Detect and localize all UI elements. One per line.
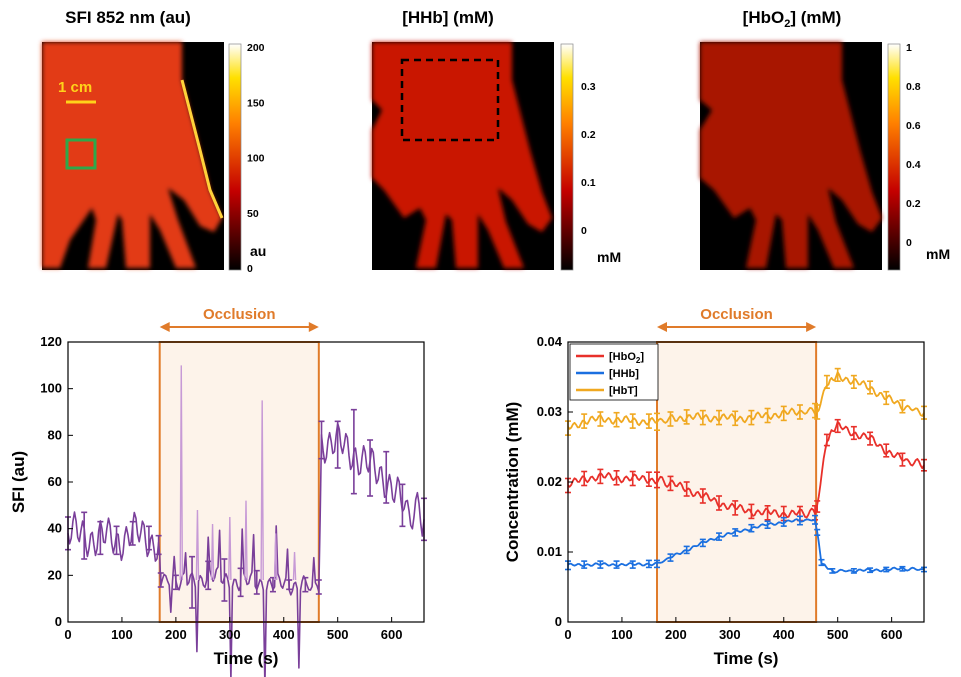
hand-image xyxy=(372,42,552,268)
colorbar-tick-label: 0.1 xyxy=(581,177,596,189)
hhb-colorbar-unit: mM xyxy=(597,249,621,265)
series-line xyxy=(567,371,925,430)
scale-bar-label: 1 cm xyxy=(58,79,92,96)
colorbar-tick-label: 150 xyxy=(247,97,265,109)
colorbar-tick-label: 0 xyxy=(581,225,587,237)
x-tick-label: 0 xyxy=(564,627,571,642)
sfi-map-title: SFI 852 nm (au) xyxy=(65,8,191,27)
colorbar-tick-label: 50 xyxy=(247,208,259,220)
sfi-spike xyxy=(292,551,297,581)
legend-entry: [HbT] xyxy=(609,385,638,397)
colorbar-tick-label: 0 xyxy=(247,263,253,275)
hand-edge-highlight xyxy=(180,79,224,219)
hbo2-colorbar-ticks: 1 0.8 0.6 0.4 0.2 0 xyxy=(906,42,921,249)
sfi-spike xyxy=(195,509,200,581)
colorbar-tick-label: 100 xyxy=(247,153,265,165)
x-tick-label: 300 xyxy=(219,627,241,642)
series-0 xyxy=(65,408,427,677)
sfi-colorbar-ticks: 200 150 100 50 0 xyxy=(247,42,265,275)
hand-image xyxy=(42,42,222,268)
x-tick-label: 600 xyxy=(881,627,903,642)
x-tick-label: 500 xyxy=(827,627,849,642)
hbo2-colorbar-unit: mM xyxy=(926,246,950,262)
colorbar-tick-label: 0.4 xyxy=(906,159,921,171)
sfi-time-chart: Occlusion 0 100 200 300 400 500 600 0 20 40 60 80 100… xyxy=(9,306,427,677)
sfi-spike xyxy=(228,516,232,581)
x-tick-label: 600 xyxy=(381,627,403,642)
hand-image xyxy=(700,42,882,268)
hhb-colorbar-ticks: 0.3 0.2 0.1 0 xyxy=(581,81,596,237)
occlusion-arrow-head-right xyxy=(308,322,319,332)
occlusion-label: Occlusion xyxy=(203,306,276,323)
occlusion-arrow-head-right xyxy=(806,322,817,332)
y-tick-label: 120 xyxy=(40,334,62,349)
colorbar-tick-label: 0.2 xyxy=(906,198,921,210)
roi-dashed-box xyxy=(400,58,500,142)
legend-entry: [HbO2] xyxy=(609,351,644,365)
occlusion-label: Occlusion xyxy=(700,306,773,323)
y-tick-label: 100 xyxy=(40,381,62,396)
colorbar-tick-label: 0.2 xyxy=(581,129,596,141)
sfi-spike xyxy=(210,523,215,581)
hbo2-colorbar xyxy=(887,43,901,271)
x-tick-label: 400 xyxy=(773,627,795,642)
series-line xyxy=(567,420,925,519)
sfi-map-panel: SFI 852 nm (au) 1 cm 200 150 100 50 0 au xyxy=(42,8,266,275)
hbo2-map-panel: [HbO2] (mM) 1 0.8 0.6 0.4 0.2 0 mM xyxy=(700,8,950,271)
y-tick-label: 0.04 xyxy=(537,334,563,349)
x-tick-label: 400 xyxy=(273,627,295,642)
hhb-map-panel: [HHb] (mM) 0.3 0.2 0.1 0 mM xyxy=(372,8,621,271)
series-line xyxy=(567,518,925,574)
y-tick-label: 0.01 xyxy=(537,544,562,559)
y-axis-label: SFI (au) xyxy=(9,451,28,513)
sfi-spike xyxy=(273,533,278,581)
y-tick-label: 0.03 xyxy=(537,404,562,419)
roi-green-box xyxy=(65,138,97,170)
legend-entry: [HHb] xyxy=(609,368,639,380)
sfi-spike xyxy=(179,365,184,581)
colorbar-tick-label: 0.6 xyxy=(906,120,921,132)
hhb-map-title: [HHb] (mM) xyxy=(402,8,494,27)
legend: [HbO2] [HHb] [HbT] xyxy=(569,343,659,401)
occlusion-region xyxy=(656,341,818,623)
x-axis-label: Time (s) xyxy=(714,649,779,668)
y-tick-label: 0 xyxy=(55,614,62,629)
occlusion-arrow-head-left xyxy=(159,322,170,332)
x-tick-label: 200 xyxy=(665,627,687,642)
y-tick-label: 60 xyxy=(48,474,62,489)
y-tick-label: 80 xyxy=(48,427,62,442)
sfi-spike xyxy=(244,500,248,581)
y-tick-label: 0.02 xyxy=(537,474,562,489)
concentration-time-chart: Occlusion 0 100 200 300 400 500 600 0 0.01 0.02 0.0… xyxy=(503,306,927,668)
x-tick-label: 100 xyxy=(611,627,633,642)
x-tick-label: 100 xyxy=(111,627,133,642)
y-tick-label: 0 xyxy=(555,614,562,629)
y-tick-label: 40 xyxy=(48,521,62,536)
y-axis-label: Concentration (mM) xyxy=(503,402,522,563)
x-tick-label: 500 xyxy=(327,627,349,642)
x-tick-label: 0 xyxy=(64,627,71,642)
hhb-colorbar xyxy=(560,43,574,271)
hbo2-map-title: [HbO2] (mM) xyxy=(743,8,842,30)
colorbar-tick-label: 0.8 xyxy=(906,81,921,93)
x-tick-label: 200 xyxy=(165,627,187,642)
sfi-spike xyxy=(260,400,264,581)
x-axis-label: Time (s) xyxy=(214,649,279,668)
series-1 xyxy=(565,514,927,574)
colorbar-tick-label: 200 xyxy=(247,42,265,54)
colorbar-tick-label: 0 xyxy=(906,237,912,249)
y-tick-label: 20 xyxy=(48,567,62,582)
x-tick-label: 300 xyxy=(719,627,741,642)
colorbar-tick-label: 1 xyxy=(906,42,912,54)
occlusion-arrow-head-left xyxy=(657,322,667,332)
sfi-colorbar xyxy=(228,43,242,271)
colorbar-tick-label: 0.3 xyxy=(581,81,596,93)
sfi-colorbar-unit: au xyxy=(250,243,266,259)
